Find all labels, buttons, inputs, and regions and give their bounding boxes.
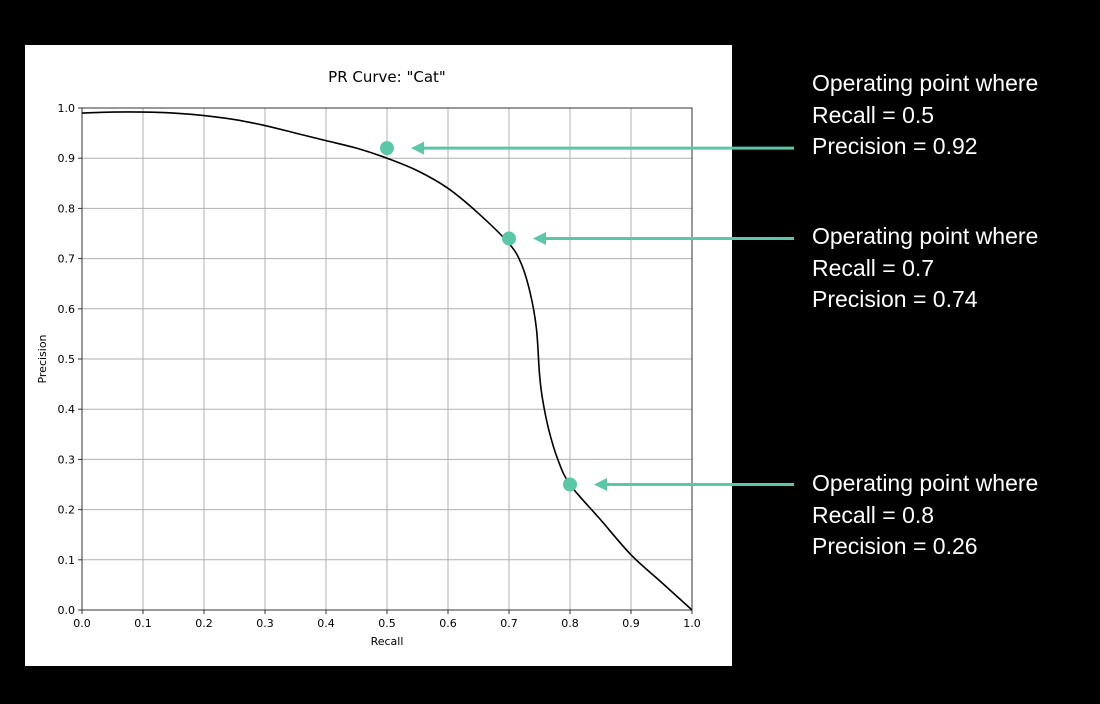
x-axis-label: Recall <box>371 635 404 648</box>
y-tick-label: 0.3 <box>58 453 76 466</box>
x-tick-label: 0.6 <box>439 617 457 630</box>
x-tick-label: 0.1 <box>134 617 152 630</box>
operating-point-marker <box>380 141 394 156</box>
annotation-point-3: Operating point where Recall = 0.8 Preci… <box>812 468 1038 563</box>
y-tick-label: 0.5 <box>58 353 76 366</box>
y-tick-label: 0.2 <box>58 504 76 517</box>
operating-points <box>380 141 577 492</box>
annotation-precision: Precision = 0.92 <box>812 133 978 159</box>
x-tick-label: 0.5 <box>378 617 396 630</box>
annotation-arrow-head <box>533 232 546 246</box>
x-tick-label: 1.0 <box>683 617 701 630</box>
annotation-recall: Recall = 0.7 <box>812 254 935 281</box>
annotation-arrow-head <box>411 141 424 155</box>
annotation-point-2: Operating point where Recall = 0.7 Preci… <box>812 221 1038 316</box>
y-tick-label: 0.6 <box>58 303 76 316</box>
ticks: 0.0 0.1 0.2 0.3 0.4 0.5 0.6 0.7 0.8 0.9 1.0 0.0 0.1 0… <box>58 102 701 630</box>
annotation-heading: Operating point where <box>812 70 1039 96</box>
annotation-precision: Precision = 0.26 <box>812 533 978 559</box>
annotation-precision: Precision = 0.74 <box>812 286 978 312</box>
annotation-arrows <box>411 141 794 491</box>
chart-title: PR Curve: "Cat" <box>328 68 446 86</box>
x-tick-label: 0.4 <box>317 617 335 630</box>
y-tick-label: 0.4 <box>58 403 76 416</box>
x-tick-label: 0.7 <box>500 617 518 630</box>
annotation-heading: Operating point where <box>812 470 1039 496</box>
y-tick-label: 0.9 <box>58 152 76 165</box>
grid <box>81 107 693 611</box>
y-tick-label: 0.7 <box>58 253 76 266</box>
x-tick-label: 0.8 <box>561 617 579 630</box>
annotation-arrow-head <box>594 478 607 491</box>
y-tick-label: 0.8 <box>58 202 76 215</box>
pr-curve-line <box>81 111 693 611</box>
annotation-heading: Operating point where <box>812 223 1039 249</box>
operating-point-marker <box>502 231 516 246</box>
y-tick-label: 1.0 <box>58 102 76 115</box>
x-tick-label: 0.2 <box>195 617 213 630</box>
y-axis-label: Precision <box>36 334 49 383</box>
y-tick-label: 0.0 <box>58 604 76 617</box>
y-tick-label: 0.1 <box>58 554 76 567</box>
x-tick-label: 0.0 <box>73 617 91 630</box>
annotation-recall: Recall = 0.8 <box>812 501 935 528</box>
x-tick-label: 0.9 <box>622 617 640 630</box>
x-tick-label: 0.3 <box>256 617 274 630</box>
annotation-recall: Recall = 0.5 <box>812 101 935 128</box>
operating-point-marker <box>563 477 577 492</box>
annotation-point-1: Operating point where Recall = 0.5 Preci… <box>812 68 1038 163</box>
